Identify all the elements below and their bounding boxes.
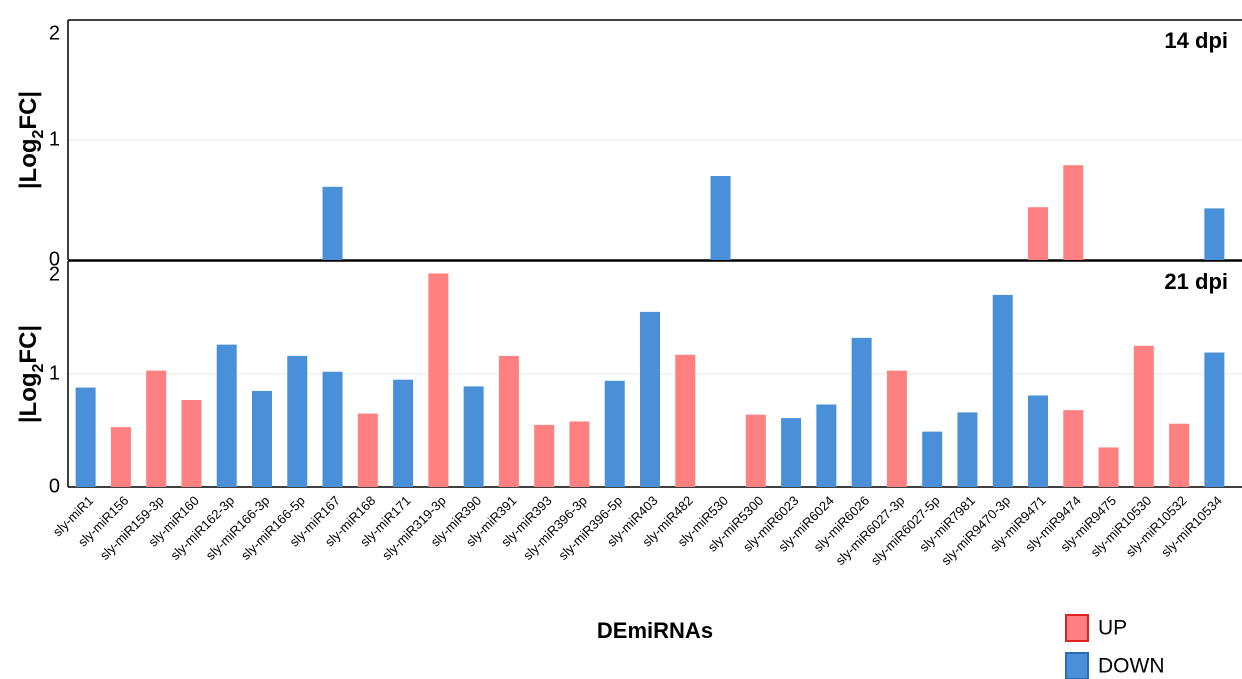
bar bbox=[851, 337, 872, 487]
legend-label: UP bbox=[1098, 617, 1127, 640]
bar bbox=[428, 273, 449, 487]
y-axis-label-part: |Log bbox=[15, 372, 42, 423]
panel-label: 14 dpi bbox=[1164, 28, 1228, 53]
bar bbox=[992, 294, 1013, 487]
y-axis-label-part: |Log bbox=[15, 138, 42, 189]
panel-label: 21 dpi bbox=[1164, 269, 1228, 294]
bar bbox=[357, 413, 378, 487]
y-axis-label: |Log2FC| bbox=[15, 91, 46, 189]
legend-label: DOWN bbox=[1098, 655, 1165, 678]
bar bbox=[1098, 447, 1119, 487]
bar bbox=[393, 379, 414, 487]
bar bbox=[1204, 208, 1225, 260]
bar bbox=[1028, 395, 1048, 487]
y-tick-label: 2 bbox=[49, 263, 60, 285]
legend-swatch bbox=[1065, 652, 1089, 679]
y-tick-label: 0 bbox=[49, 475, 60, 497]
y-tick-label: 0 bbox=[49, 248, 60, 270]
bar bbox=[1063, 410, 1084, 487]
bar bbox=[1169, 423, 1190, 487]
bar bbox=[957, 412, 978, 487]
bar bbox=[322, 371, 343, 487]
y-tick-label: 1 bbox=[49, 362, 60, 384]
bar bbox=[110, 427, 131, 487]
bar bbox=[75, 387, 96, 487]
bar bbox=[640, 311, 660, 487]
bar bbox=[1133, 345, 1154, 487]
y-tick-label: 2 bbox=[49, 22, 60, 44]
bar bbox=[1063, 165, 1084, 260]
bar bbox=[498, 355, 519, 487]
bar bbox=[569, 421, 590, 487]
bar bbox=[1204, 352, 1225, 487]
legend-swatch bbox=[1065, 614, 1089, 642]
y-axis-label-part: 2 bbox=[30, 129, 47, 138]
bar bbox=[745, 414, 766, 487]
y-axis-label-part: FC| bbox=[15, 325, 42, 364]
bar bbox=[816, 404, 837, 487]
bar bbox=[710, 176, 731, 260]
bar bbox=[886, 370, 907, 487]
bar bbox=[781, 418, 802, 487]
bar bbox=[463, 386, 484, 487]
y-axis-label: |Log2FC| bbox=[15, 325, 46, 423]
bar bbox=[604, 380, 625, 487]
bar bbox=[322, 186, 343, 260]
y-tick-label: 1 bbox=[49, 128, 60, 150]
bar bbox=[922, 431, 943, 487]
bar bbox=[534, 424, 555, 487]
x-axis-label: DEmiRNAs bbox=[597, 618, 713, 643]
bar bbox=[146, 370, 167, 487]
bar bbox=[1028, 207, 1048, 260]
y-axis-label-part: 2 bbox=[30, 363, 47, 372]
bar bbox=[181, 399, 202, 487]
bar bbox=[216, 344, 237, 487]
y-axis-label-part: FC| bbox=[15, 91, 42, 130]
bar bbox=[287, 355, 308, 487]
bar bbox=[675, 354, 696, 487]
bar bbox=[252, 390, 272, 487]
